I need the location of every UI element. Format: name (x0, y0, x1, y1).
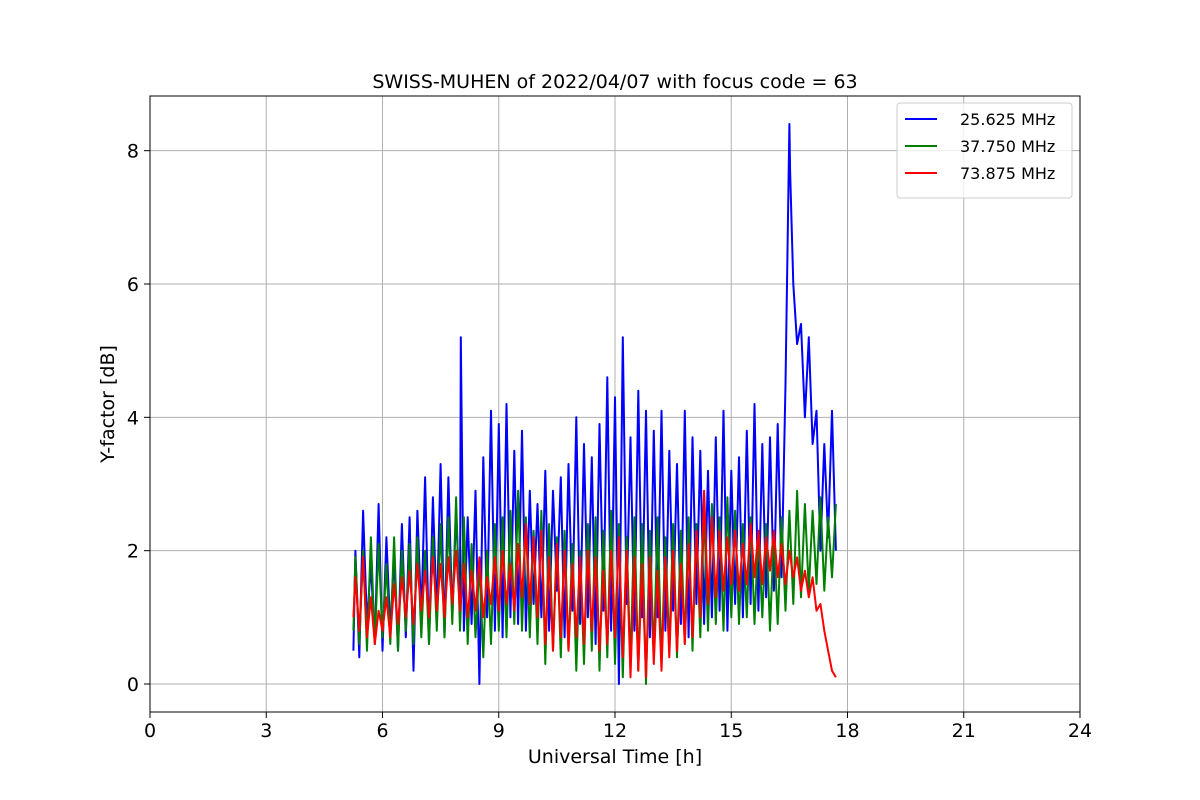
x-tick-label: 18 (835, 720, 859, 742)
x-tick-label: 24 (1068, 720, 1092, 742)
x-tick-label: 12 (603, 720, 627, 742)
series-line-3 (352, 489, 837, 679)
x-axis-label: Universal Time [h] (528, 746, 702, 768)
x-tick-label: 21 (952, 720, 976, 742)
x-tick-label: 3 (260, 720, 272, 742)
x-tick-label: 6 (376, 720, 388, 742)
y-tick-label: 0 (127, 674, 139, 696)
y-axis-label: Y-factor [dB] (97, 345, 119, 464)
y-tick-label: 4 (127, 407, 139, 429)
legend-label-1: 25.625 MHz (960, 110, 1055, 129)
legend-label-3: 73.875 MHz (960, 164, 1055, 183)
legend-label-2: 37.750 MHz (960, 137, 1055, 156)
y-tick-label: 6 (127, 274, 139, 296)
x-tick-label: 0 (144, 720, 156, 742)
legend: 25.625 MHz 37.750 MHz 73.875 MHz (896, 102, 1073, 199)
y-tick-label: 8 (127, 141, 139, 163)
legend-box (896, 102, 1073, 199)
x-tick-label: 15 (719, 720, 743, 742)
x-tick-label: 9 (493, 720, 505, 742)
y-tick-label: 2 (127, 541, 139, 563)
chart-title: SWISS-MUHEN of 2022/04/07 with focus cod… (372, 71, 857, 93)
series-layer (352, 123, 837, 685)
